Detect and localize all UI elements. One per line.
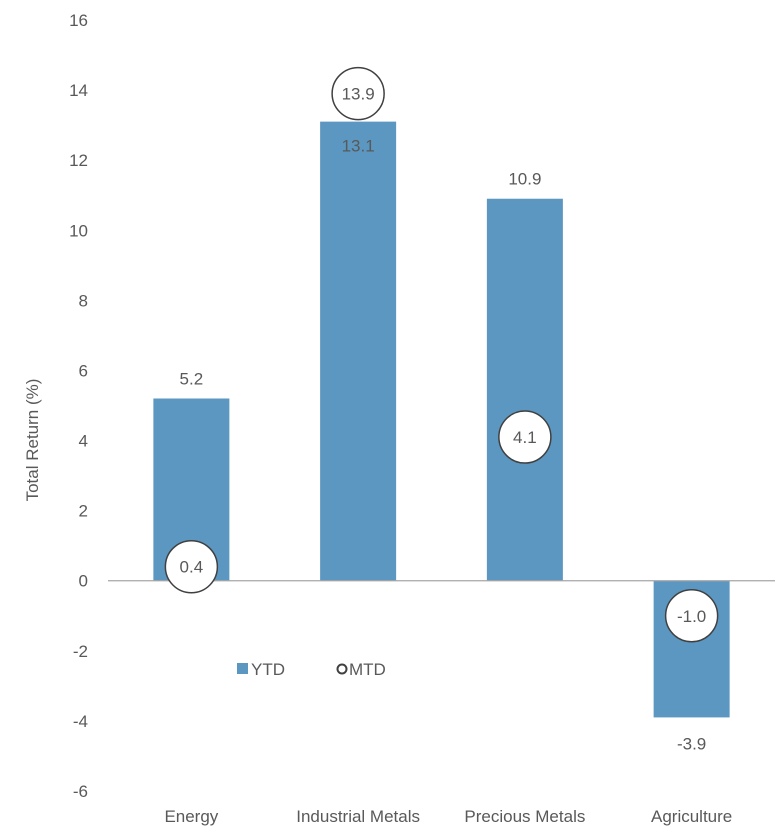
y-axis: 16 14 12 10 8 6 4 2 0 -2 -4 -6 bbox=[69, 11, 88, 801]
mtd-data-label: 13.9 bbox=[342, 85, 375, 104]
ytd-bars bbox=[153, 121, 730, 718]
y-tick-label: 0 bbox=[79, 572, 88, 591]
ytd-data-label: 10.9 bbox=[508, 170, 541, 189]
mtd-marker bbox=[664, 589, 719, 643]
y-tick-label: 10 bbox=[69, 221, 88, 240]
y-tick-label: -4 bbox=[73, 712, 88, 731]
y-tick-label: -2 bbox=[73, 642, 88, 661]
mtd-marker bbox=[498, 410, 552, 464]
ytd-bar-precious-metals bbox=[486, 198, 563, 581]
category-label: Precious Metals bbox=[464, 807, 585, 826]
mtd-markers: 0.4 13.9 4.1 -1.0 bbox=[164, 66, 719, 643]
ytd-data-label: 13.1 bbox=[342, 137, 375, 156]
category-label: Energy bbox=[164, 807, 218, 826]
legend-ytd-swatch bbox=[237, 663, 248, 674]
mtd-marker bbox=[164, 539, 219, 594]
legend-ytd-label: YTD bbox=[251, 660, 285, 679]
ytd-bar-industrial-metals bbox=[320, 121, 397, 581]
y-tick-label: 14 bbox=[69, 81, 88, 100]
y-tick-label: 2 bbox=[79, 502, 88, 521]
category-label: Agriculture bbox=[651, 807, 732, 826]
ytd-data-labels: 5.2 13.1 10.9 -3.9 bbox=[180, 137, 707, 754]
legend-mtd-swatch bbox=[336, 663, 348, 675]
ytd-data-label: -3.9 bbox=[677, 734, 706, 753]
legend-mtd-label: MTD bbox=[349, 660, 386, 679]
legend: YTD MTD bbox=[237, 660, 386, 679]
y-tick-label: -6 bbox=[73, 782, 88, 801]
x-axis: Energy Industrial Metals Precious Metals Ag… bbox=[164, 807, 732, 826]
mtd-data-label: 4.1 bbox=[513, 428, 537, 447]
y-tick-label: 8 bbox=[79, 291, 88, 310]
y-tick-label: 12 bbox=[69, 151, 88, 170]
mtd-data-label: 0.4 bbox=[180, 558, 204, 577]
mtd-data-label: -1.0 bbox=[677, 607, 706, 626]
y-tick-label: 4 bbox=[79, 432, 88, 451]
y-tick-label: 6 bbox=[79, 361, 88, 380]
mtd-marker bbox=[331, 66, 385, 121]
category-label: Industrial Metals bbox=[296, 807, 420, 826]
y-axis-title: Total Return (%) bbox=[23, 379, 42, 502]
y-tick-label: 16 bbox=[69, 11, 88, 30]
ytd-data-label: 5.2 bbox=[180, 369, 204, 388]
